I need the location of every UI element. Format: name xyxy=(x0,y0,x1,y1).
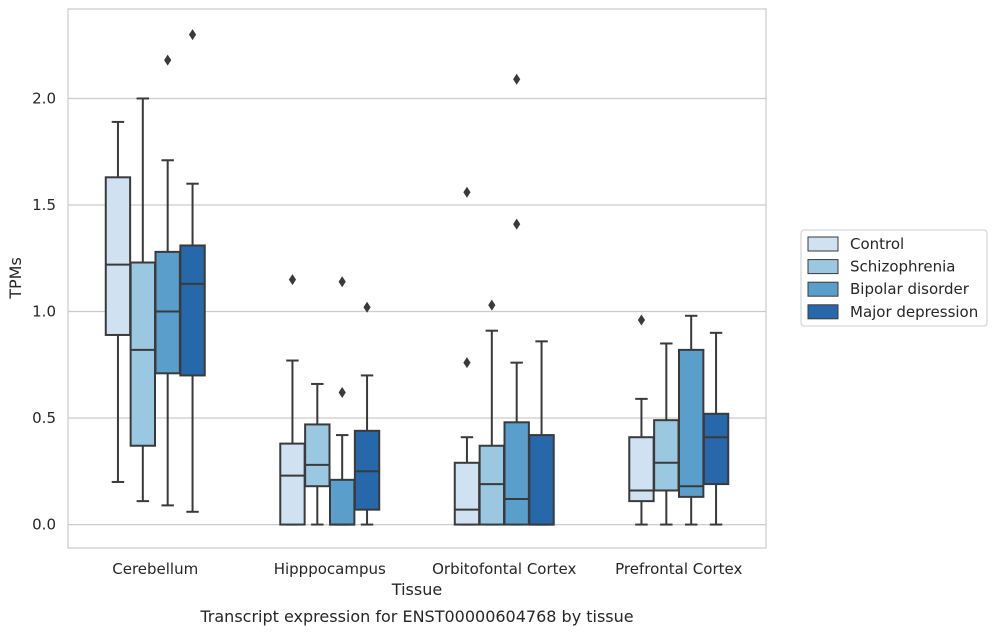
y-axis-label: TPMs xyxy=(6,257,25,300)
box-major-depression xyxy=(702,331,730,526)
outlier-point xyxy=(463,357,471,369)
box-schizophrenia xyxy=(653,342,680,526)
legend: Control Schizophrenia Bipolar disorder Majo… xyxy=(800,229,988,327)
box-body xyxy=(353,429,381,511)
box-body xyxy=(179,244,206,377)
box-body xyxy=(677,348,705,498)
x-tick-label: Cerebellum xyxy=(112,560,198,578)
boxes xyxy=(104,29,730,526)
outlier-point xyxy=(338,276,346,288)
box-body xyxy=(279,442,306,526)
x-tick-labels: Cerebellum Hipppocampus Orbitofontal Corte… xyxy=(112,560,742,578)
y-tick-labels: 0.0 0.5 1.0 1.5 2.0 xyxy=(32,89,56,533)
box-bipolar-disorder xyxy=(677,314,705,526)
outlier-point xyxy=(513,218,521,230)
box-schizophrenia xyxy=(129,97,157,503)
y-tick-label: 1.0 xyxy=(32,303,56,321)
x-axis-label: Tissue xyxy=(391,580,442,599)
outlier-point xyxy=(363,301,371,313)
box-body xyxy=(628,436,655,503)
outlier-point xyxy=(637,314,646,326)
legend-swatch xyxy=(807,236,839,252)
box-schizophrenia xyxy=(304,382,331,526)
legend-swatch xyxy=(807,259,839,275)
y-tick-label: 0.0 xyxy=(32,516,56,534)
legend-swatch xyxy=(807,281,839,297)
outlier-point xyxy=(488,299,496,311)
box-body xyxy=(453,461,481,526)
outlier-point xyxy=(164,54,172,66)
box-control xyxy=(628,314,655,526)
box-control xyxy=(104,120,132,483)
legend-label: Schizophrenia xyxy=(850,258,955,276)
box-body xyxy=(478,444,506,526)
x-tick-label: Hipppocampus xyxy=(274,560,386,578)
box-major-depression xyxy=(179,29,206,513)
legend-frame xyxy=(800,229,988,327)
y-tick-label: 2.0 xyxy=(32,89,56,107)
legend-label: Bipolar disorder xyxy=(850,280,970,298)
legend-label: Control xyxy=(850,235,904,253)
box-control xyxy=(279,274,306,526)
outlier-point xyxy=(188,29,197,41)
box-major-depression xyxy=(528,340,555,526)
box-major-depression xyxy=(353,301,381,526)
box-body xyxy=(304,423,331,488)
box-body xyxy=(528,434,555,526)
y-tick-label: 1.5 xyxy=(32,196,56,214)
x-tick-label: Prefrontal Cortex xyxy=(615,560,742,578)
box-body xyxy=(503,421,530,526)
outlier-point xyxy=(513,73,521,85)
box-body xyxy=(702,412,730,486)
legend-label: Major depression xyxy=(850,303,978,321)
outlier-point xyxy=(288,274,297,286)
figure-caption: Transcript expression for ENST0000060476… xyxy=(199,607,633,626)
box-body xyxy=(328,478,356,526)
box-body xyxy=(104,176,132,336)
plot-frame xyxy=(67,8,767,549)
x-tick-label: Orbitofontal Cortex xyxy=(432,560,576,578)
box-body xyxy=(129,261,157,447)
box-bipolar-disorder xyxy=(328,276,356,526)
outlier-point xyxy=(338,386,346,398)
y-tick-label: 0.5 xyxy=(32,409,56,427)
box-control xyxy=(453,186,481,526)
outlier-point xyxy=(463,186,471,198)
box-body xyxy=(653,419,680,492)
box-body xyxy=(154,250,181,375)
legend-swatch xyxy=(807,304,839,320)
